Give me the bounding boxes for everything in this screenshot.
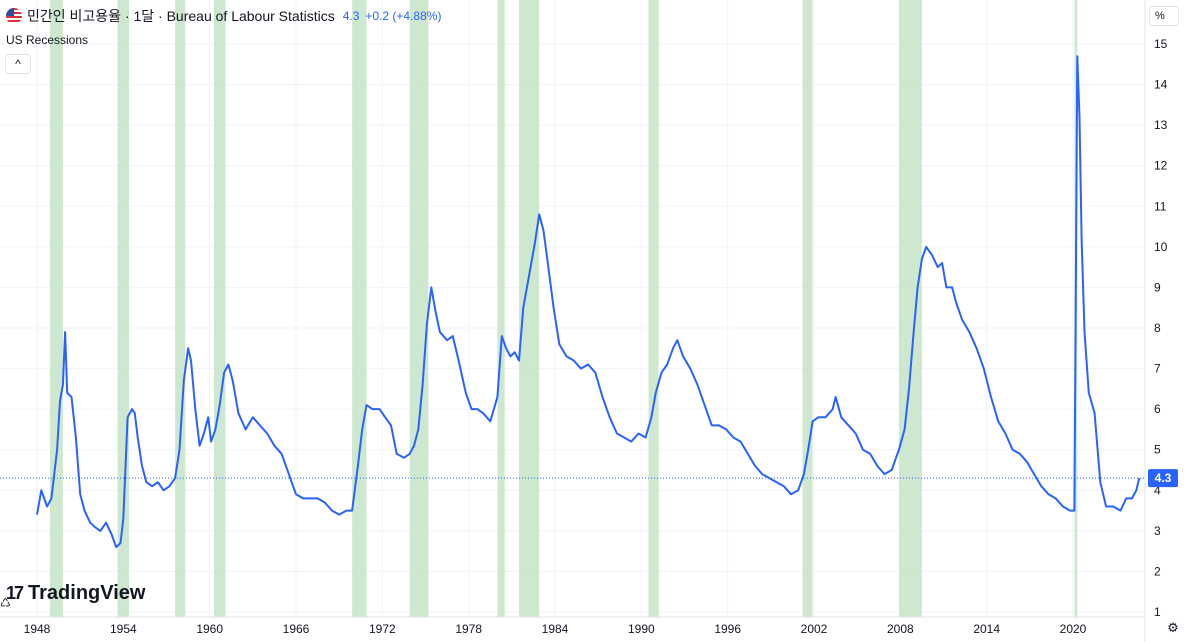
x-tick-label: 2020 [1060,622,1087,636]
y-tick-label: 9 [1154,280,1161,294]
x-tick-label: 2008 [887,622,914,636]
tradingview-logo[interactable]: 17 TradingView [6,582,145,605]
recession-band [117,0,130,617]
y-tick-label: 5 [1154,443,1161,457]
collapse-button[interactable]: ^ [5,54,31,74]
replay-icon[interactable]: ♺ [0,596,11,610]
chevron-up-icon: ^ [15,57,21,71]
recession-layer [49,0,1078,617]
recession-band [802,0,813,617]
chart-title: 민간인 비고용율 · 1달 · Bureau of Labour Statist… [27,8,335,24]
us-flag-icon [6,8,22,24]
x-tick-label: 2002 [801,622,828,636]
change-value: +0.2 (+4.88%) [365,9,442,23]
grid-layer [0,0,1145,617]
y-tick-label: 15 [1154,37,1168,51]
y-tick-label: 6 [1154,402,1161,416]
last-value-badge-label: 4.3 [1155,471,1172,485]
y-tick-label: 8 [1154,321,1161,335]
x-tick-label: 1996 [714,622,741,636]
x-tick-label: 1972 [369,622,396,636]
settings-gear-icon[interactable]: ⚙ [1167,620,1179,635]
recession-band [175,0,186,617]
tradingview-logo-text: TradingView [28,582,146,604]
y-tick-label: 14 [1154,78,1168,92]
last-value-badge [1148,469,1178,488]
recession-band [898,0,922,617]
tradingview-logo-mark: 17 [6,583,24,603]
chart-header: 민간인 비고용율 · 1달 · Bureau of Labour Statist… [6,6,441,26]
x-tick-label: 1978 [455,622,482,636]
y-tick-label: 12 [1154,159,1168,173]
y-tick-label: 13 [1154,118,1168,132]
x-tick-label: 1966 [283,622,310,636]
x-tick-label: 1984 [542,622,569,636]
x-tick-label: 2014 [973,622,1000,636]
y-tick-label: 2 [1154,564,1161,578]
recession-band [497,0,505,617]
unit-label[interactable]: % [1149,6,1179,26]
x-tick-label: 1960 [196,622,223,636]
last-value: 4.3 [342,9,360,23]
y-tick-label: 7 [1154,362,1161,376]
y-tick-label: 4 [1154,483,1161,497]
y-tick-label: 11 [1154,199,1167,213]
indicator-label[interactable]: US Recessions [6,33,89,47]
x-tick-label: 1948 [24,622,51,636]
y-tick-label: 10 [1154,240,1168,254]
recession-band [213,0,226,617]
recession-band [648,0,659,617]
recession-band [519,0,540,617]
x-tick-label: 1954 [110,622,137,636]
recession-band [409,0,429,617]
y-tick-label: 1 [1154,605,1161,619]
line-layer [0,55,1145,549]
unemployment-line [36,55,1141,549]
recession-band [49,0,63,617]
x-tick-label: 1990 [628,622,655,636]
y-tick-label: 3 [1154,524,1161,538]
recession-band [352,0,367,617]
